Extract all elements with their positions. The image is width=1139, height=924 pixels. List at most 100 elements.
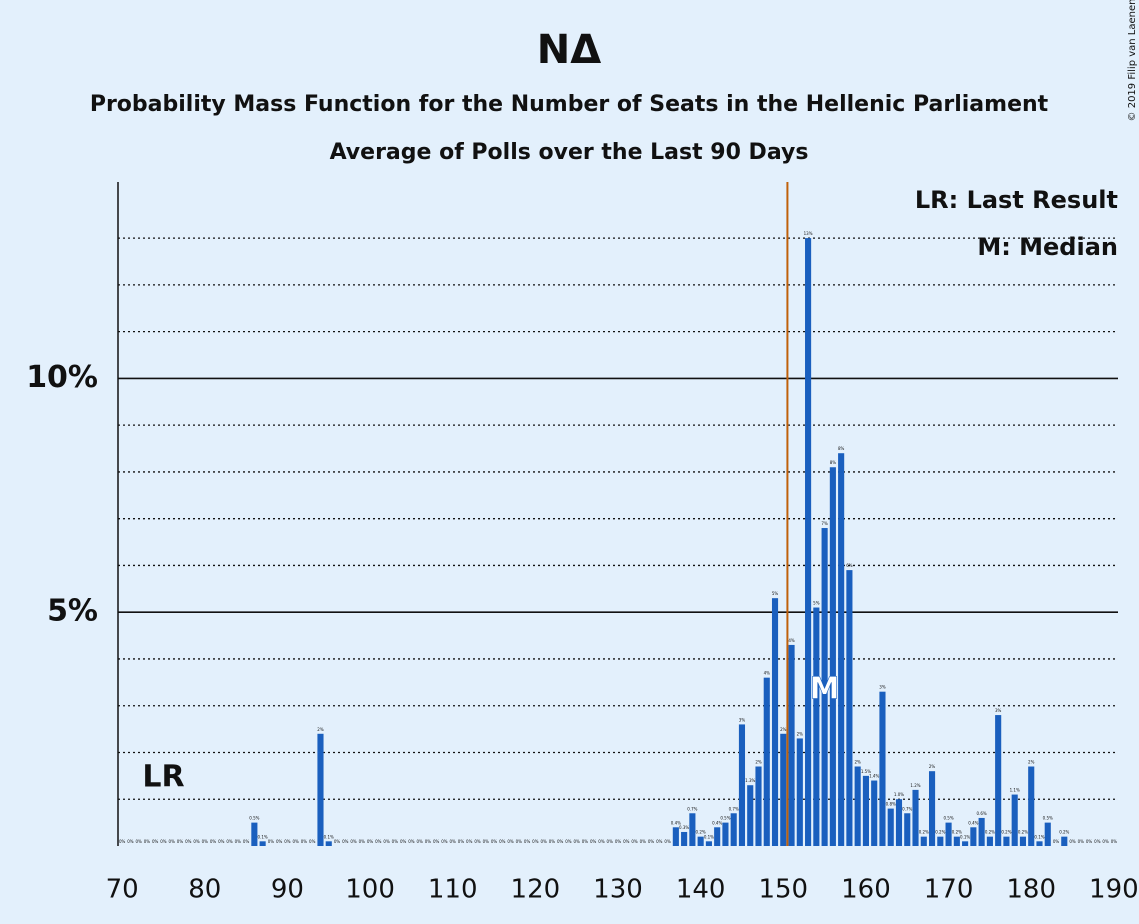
bar xyxy=(805,238,812,846)
x-tick-label: 160 xyxy=(841,875,891,905)
value-label: 0% xyxy=(367,839,374,844)
value-label: 0.2% xyxy=(1018,830,1028,835)
bar xyxy=(904,813,911,846)
bar xyxy=(251,822,258,846)
value-label: 0% xyxy=(640,839,647,844)
x-tick-label: 100 xyxy=(345,875,395,905)
value-label: 0% xyxy=(144,839,151,844)
bar xyxy=(1028,766,1035,846)
value-label: 3% xyxy=(739,717,746,722)
value-label: 0% xyxy=(466,839,473,844)
chart-subtitle: Probability Mass Function for the Number… xyxy=(90,92,1049,117)
value-label: 0% xyxy=(524,839,531,844)
value-label: 1.5% xyxy=(861,769,871,774)
bar xyxy=(697,836,704,846)
bar xyxy=(1044,822,1051,846)
value-label: 0% xyxy=(1086,839,1093,844)
bar xyxy=(854,766,861,846)
x-tick-label: 70 xyxy=(106,875,139,905)
value-label: 0% xyxy=(615,839,622,844)
bar xyxy=(763,677,770,846)
y-tick-label: 5% xyxy=(47,594,98,629)
bar xyxy=(895,799,903,846)
bar xyxy=(325,841,332,846)
value-label: 0% xyxy=(185,839,192,844)
bar xyxy=(771,598,779,846)
bar xyxy=(862,775,869,846)
value-label: 0% xyxy=(1069,839,1076,844)
x-tick-label: 130 xyxy=(593,875,643,905)
value-label: 0.1% xyxy=(258,834,268,839)
value-label: 0% xyxy=(218,839,225,844)
bar xyxy=(1003,836,1010,846)
value-label: 0% xyxy=(416,839,423,844)
x-tick-label: 180 xyxy=(1006,875,1056,905)
value-label: 0.2% xyxy=(919,830,929,835)
bar xyxy=(887,808,894,846)
value-label: 0% xyxy=(152,839,159,844)
bar xyxy=(962,841,969,846)
value-label: 0% xyxy=(243,839,250,844)
value-label: 0.1% xyxy=(324,834,334,839)
value-label: 0.8% xyxy=(886,802,896,807)
bar xyxy=(738,724,746,846)
value-label: 0.2% xyxy=(696,830,706,835)
chart-title: ΝΔ xyxy=(537,27,601,73)
bar xyxy=(796,738,803,846)
value-label: 0% xyxy=(607,839,614,844)
bar xyxy=(879,691,886,846)
value-label: 0% xyxy=(1053,839,1060,844)
value-label: 7% xyxy=(821,521,828,526)
value-label: 0% xyxy=(350,839,357,844)
bar xyxy=(722,822,729,846)
median-marker: M xyxy=(810,672,840,707)
value-label: 0.5% xyxy=(943,816,953,821)
value-label: 0% xyxy=(293,839,300,844)
value-label: 0% xyxy=(309,839,316,844)
value-label: 0% xyxy=(169,839,176,844)
x-tick-label: 140 xyxy=(676,875,726,905)
value-label: 0% xyxy=(1078,839,1085,844)
value-label: 0% xyxy=(516,839,523,844)
value-label: 0% xyxy=(408,839,415,844)
value-label: 1.2% xyxy=(910,783,920,788)
bar xyxy=(821,528,828,846)
value-label: 0.4% xyxy=(712,820,722,825)
bar xyxy=(953,836,960,846)
bar xyxy=(672,827,679,846)
value-label: 0% xyxy=(631,839,638,844)
value-label: 0% xyxy=(458,839,465,844)
value-label: 0% xyxy=(557,839,564,844)
value-label: 0.7% xyxy=(687,806,697,811)
value-label: 4% xyxy=(764,671,771,676)
value-label: 0.2% xyxy=(1059,830,1069,835)
value-label: 0% xyxy=(1111,839,1118,844)
value-label: 0% xyxy=(507,839,514,844)
value-label: 0% xyxy=(441,839,448,844)
value-label: 2% xyxy=(929,764,936,769)
x-tick-label: 80 xyxy=(188,875,221,905)
value-label: 0% xyxy=(202,839,209,844)
bar xyxy=(970,827,977,846)
bar xyxy=(317,733,324,846)
value-label: 0% xyxy=(1102,839,1109,844)
value-label: 0% xyxy=(474,839,481,844)
bar xyxy=(1011,794,1018,846)
legend-entry: LR: Last Result xyxy=(915,186,1118,214)
value-label: 3% xyxy=(879,685,886,690)
value-label: 0% xyxy=(532,839,539,844)
value-label: 0.1% xyxy=(704,834,714,839)
bar xyxy=(920,836,927,846)
value-label: 0.4% xyxy=(671,820,681,825)
value-label: 1.0% xyxy=(894,792,904,797)
value-label: 0.5% xyxy=(1043,816,1053,821)
x-tick-label: 110 xyxy=(428,875,478,905)
bar xyxy=(838,453,845,846)
value-label: 0.6% xyxy=(977,811,987,816)
value-label: 0% xyxy=(400,839,407,844)
value-label: 0.2% xyxy=(935,830,945,835)
value-label: 0% xyxy=(540,839,547,844)
value-label: 0.1% xyxy=(1034,834,1044,839)
value-label: 2% xyxy=(797,731,804,736)
